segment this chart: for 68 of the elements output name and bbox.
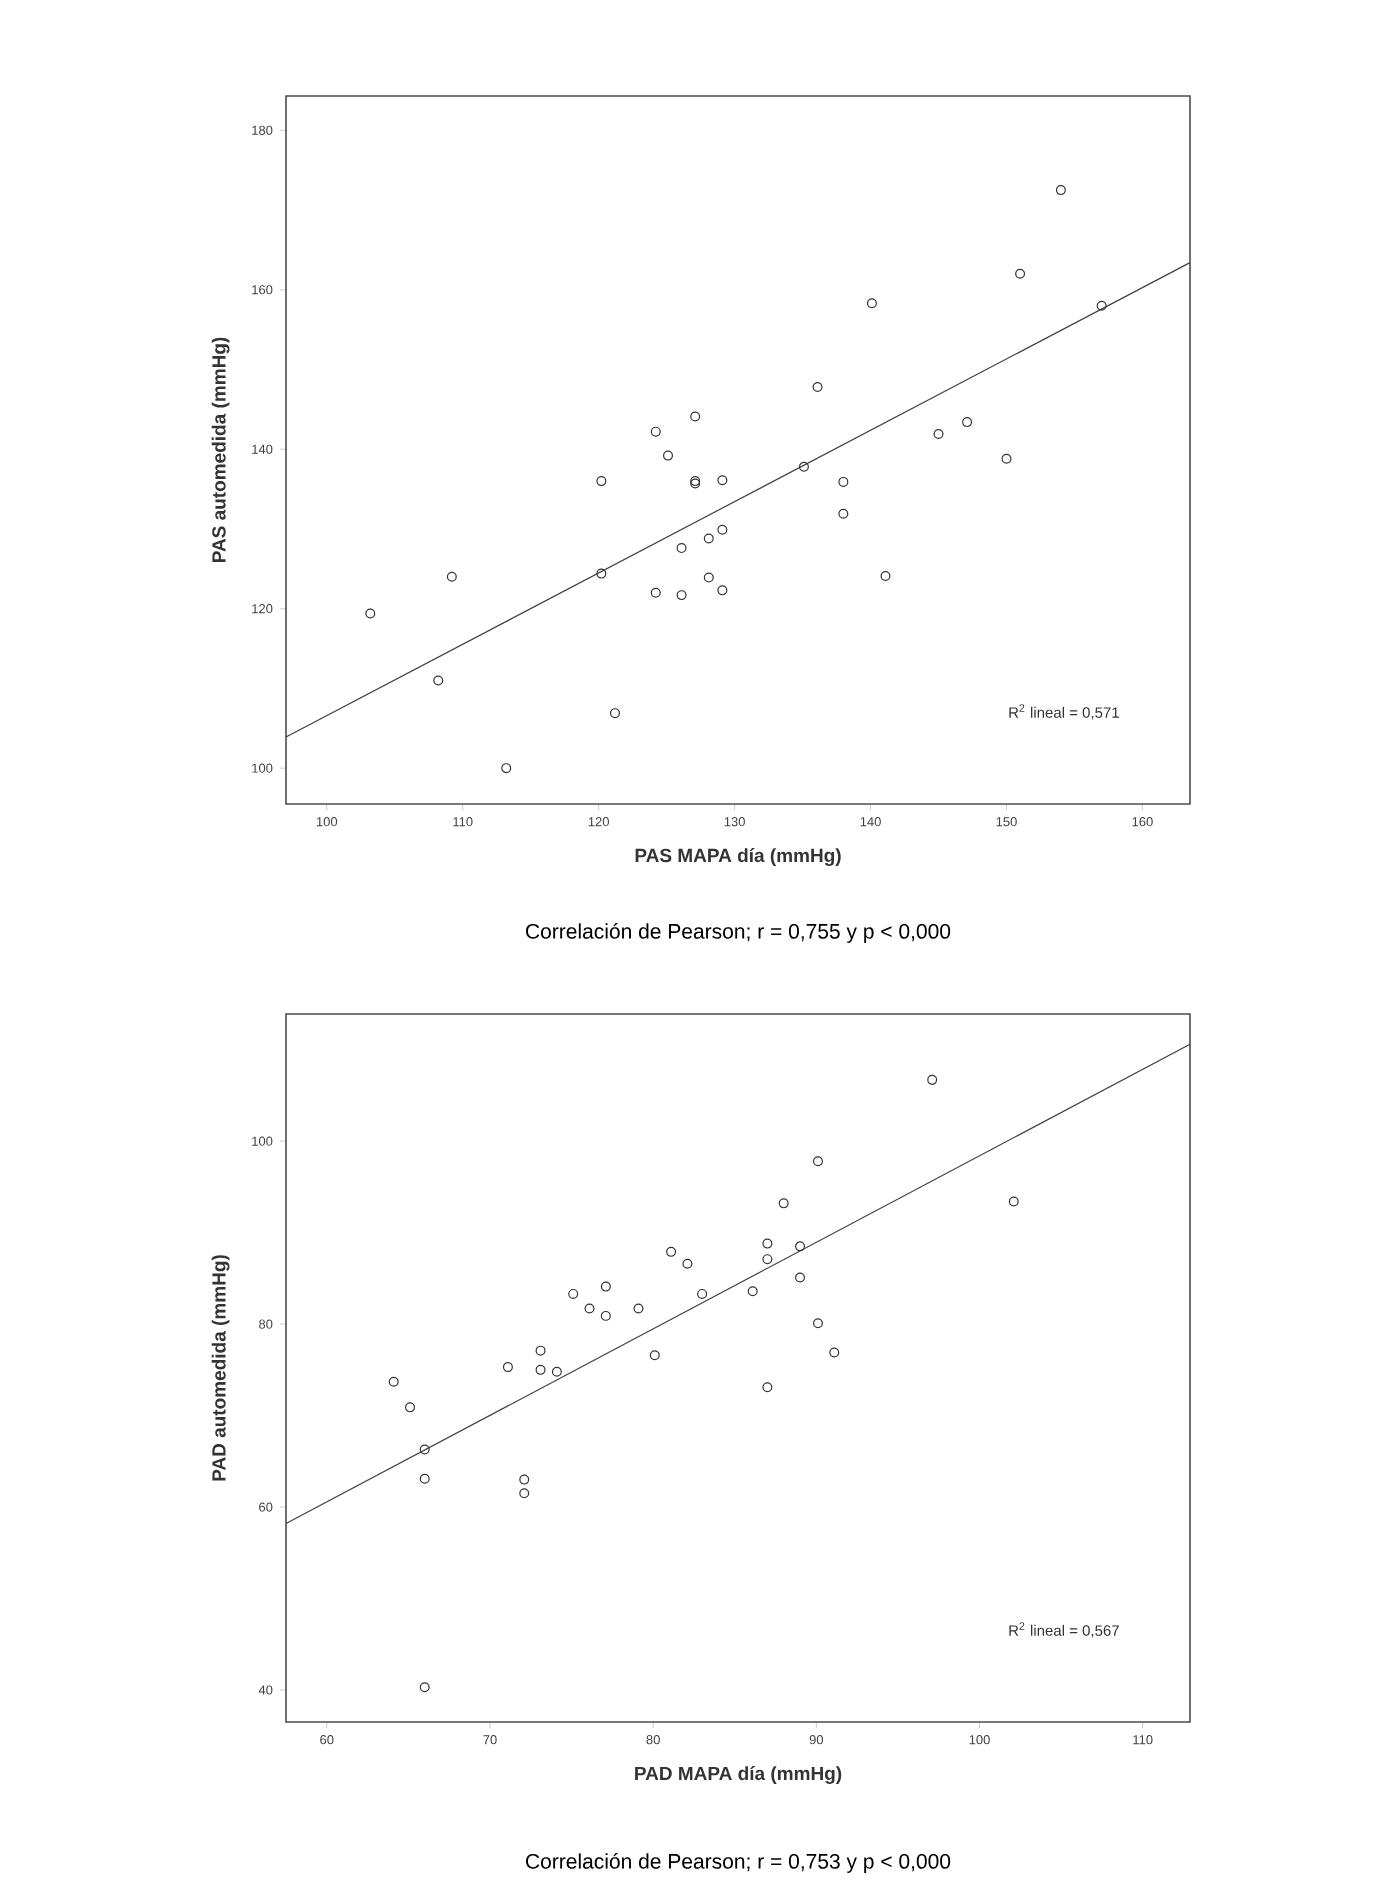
point bbox=[762, 1382, 773, 1393]
point bbox=[1001, 453, 1012, 464]
point bbox=[747, 1286, 758, 1297]
point bbox=[388, 1376, 399, 1387]
point bbox=[365, 608, 376, 619]
point bbox=[829, 1347, 840, 1358]
point bbox=[519, 1474, 530, 1485]
point bbox=[663, 450, 673, 461]
point bbox=[812, 1318, 823, 1329]
point bbox=[519, 1488, 530, 1499]
point bbox=[600, 1281, 611, 1292]
point bbox=[649, 1350, 660, 1361]
point bbox=[405, 1402, 416, 1413]
point bbox=[633, 1303, 644, 1314]
point bbox=[433, 675, 444, 686]
point bbox=[703, 572, 714, 583]
point bbox=[676, 590, 687, 601]
point bbox=[584, 1303, 595, 1314]
point bbox=[600, 1310, 611, 1321]
point bbox=[703, 533, 714, 544]
point bbox=[682, 1258, 693, 1269]
point bbox=[650, 426, 661, 437]
point bbox=[812, 1156, 823, 1167]
point bbox=[717, 585, 728, 596]
point bbox=[1015, 268, 1026, 279]
text: Correlación de Pearson; r = 0,755 y p < 0,000 bbox=[526, 923, 951, 943]
point bbox=[812, 382, 823, 393]
point bbox=[697, 1288, 708, 1299]
point bbox=[596, 568, 607, 579]
y-axis-title: PAS automedida (mmHg) bbox=[211, 337, 230, 563]
point bbox=[568, 1288, 579, 1299]
point bbox=[1096, 300, 1107, 311]
point bbox=[762, 1238, 773, 1249]
point bbox=[535, 1345, 546, 1356]
point bbox=[838, 508, 849, 519]
point bbox=[838, 476, 849, 487]
point bbox=[690, 411, 701, 422]
point bbox=[795, 1241, 806, 1252]
point bbox=[795, 1272, 806, 1283]
point bbox=[596, 476, 607, 487]
point bbox=[962, 417, 973, 428]
x-axis-title: PAS MAPA día (mmHg) bbox=[635, 848, 841, 866]
point bbox=[419, 1473, 430, 1484]
point bbox=[717, 524, 728, 535]
point bbox=[866, 298, 877, 309]
point bbox=[1008, 1196, 1019, 1207]
point bbox=[419, 1682, 430, 1693]
point bbox=[717, 475, 728, 486]
point bbox=[798, 461, 809, 472]
x-axis-title: PAD MAPA día (mmHg) bbox=[635, 1766, 842, 1784]
point bbox=[762, 1254, 773, 1265]
point bbox=[1055, 185, 1066, 196]
point bbox=[880, 570, 891, 581]
point bbox=[535, 1364, 546, 1375]
point bbox=[778, 1198, 789, 1209]
point bbox=[609, 708, 620, 719]
point bbox=[551, 1366, 562, 1377]
text: Correlación de Pearson; r = 0,753 y p < 0,000 bbox=[526, 1853, 951, 1873]
y-axis-title: PAD automedida (mmHg) bbox=[211, 1255, 230, 1481]
point bbox=[419, 1444, 430, 1455]
point bbox=[501, 763, 512, 774]
point bbox=[666, 1246, 677, 1257]
point bbox=[933, 429, 944, 440]
point bbox=[446, 571, 457, 582]
point bbox=[676, 543, 687, 554]
point bbox=[502, 1362, 513, 1373]
point bbox=[650, 587, 661, 598]
point bbox=[927, 1074, 938, 1085]
